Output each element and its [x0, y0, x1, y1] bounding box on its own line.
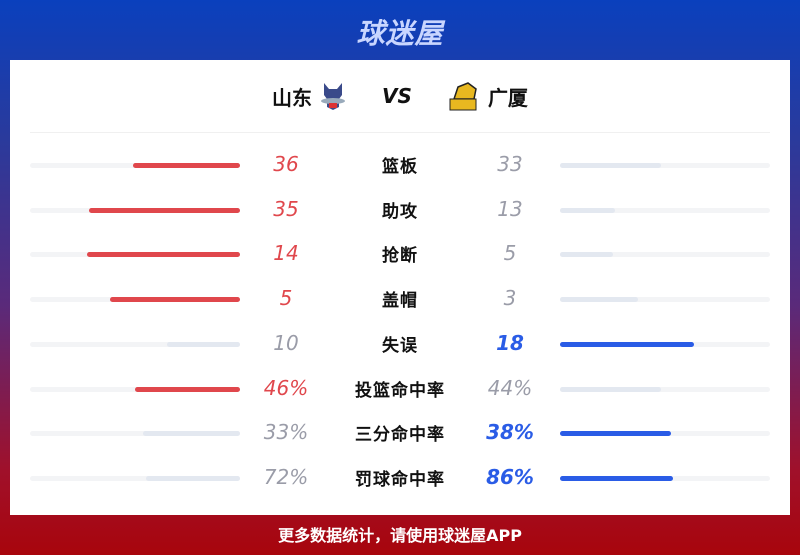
home-bar-track	[30, 163, 240, 168]
home-bar-track	[30, 386, 240, 392]
away-bar-track	[560, 207, 770, 213]
home-bar-track	[30, 475, 240, 481]
stat-row: 5 盖帽 3	[10, 278, 790, 322]
stat-label: 篮板	[382, 157, 418, 177]
home-team-name: 山东	[272, 85, 313, 110]
away-team-name: 广厦	[487, 85, 528, 110]
stat-row: 46% 投篮命中率 44%	[10, 368, 790, 412]
stat-label: 三分命中率	[355, 425, 445, 446]
stat-label: 失误	[382, 335, 418, 356]
home-bar-track	[30, 207, 240, 213]
away-value: 33	[497, 152, 523, 176]
app-logo: 球迷屋	[356, 17, 444, 50]
home-bar-fill	[166, 341, 240, 347]
stat-row: 33% 三分命中率 38%	[10, 412, 790, 456]
away-bar-fill	[560, 252, 613, 258]
away-value: 44%	[487, 375, 533, 400]
away-bar-fill	[560, 207, 615, 213]
home-value: 36	[273, 152, 299, 176]
away-value: 86%	[486, 464, 534, 489]
home-bar-fill	[135, 386, 240, 392]
home-bar-fill	[86, 252, 240, 258]
home-bar-track	[30, 431, 240, 437]
stat-row: 35 助攻 13	[10, 189, 790, 233]
away-bar-track	[560, 163, 770, 168]
away-bar-track	[560, 341, 770, 347]
home-bar-track	[30, 297, 240, 303]
home-bar-fill	[132, 163, 240, 168]
stat-label: 罚球命中率	[355, 469, 445, 490]
away-bar-fill	[560, 163, 661, 168]
home-bar-fill	[143, 431, 240, 437]
home-bar-track	[30, 252, 240, 258]
away-bar-track	[560, 297, 770, 303]
home-value: 5	[279, 286, 293, 311]
stats-card: 山东 VS 广厦 36 篮板 33 35 助攻 13 14 抢断 5 5 盖帽 …	[10, 60, 790, 515]
home-bar-track	[30, 341, 240, 347]
away-bar-fill	[560, 297, 638, 303]
home-value: 14	[273, 241, 299, 266]
home-value: 35	[273, 196, 299, 221]
away-value: 3	[503, 286, 517, 311]
home-bar-fill	[88, 207, 240, 213]
stat-label: 抢断	[382, 246, 418, 267]
stat-row: 14 抢断 5	[10, 233, 790, 277]
matchup-header: 山东 VS 广厦	[10, 60, 790, 132]
away-value: 5	[503, 241, 517, 266]
stat-row: 10 失误 18	[10, 323, 790, 367]
away-value: 18	[496, 330, 524, 355]
home-bar-fill	[109, 297, 240, 303]
footer-promo: 更多数据统计，请使用球迷屋APP	[278, 526, 522, 545]
away-bar-track	[560, 431, 770, 437]
away-bar-fill	[560, 386, 661, 392]
vs-label: VS	[382, 84, 412, 108]
stat-label: 助攻	[382, 201, 418, 222]
away-bar-track	[560, 252, 770, 258]
divider	[30, 132, 770, 133]
away-bar-fill	[560, 341, 695, 347]
away-team-logo-icon	[449, 82, 477, 111]
away-value: 13	[497, 196, 523, 221]
home-team-logo-icon	[321, 83, 346, 110]
away-value: 38%	[486, 420, 534, 445]
stat-row: 36 篮板 33	[10, 144, 790, 188]
home-value: 72%	[263, 464, 309, 489]
away-bar-fill	[560, 431, 672, 437]
home-value: 10	[273, 330, 299, 355]
away-bar-track	[560, 475, 770, 481]
home-value: 33%	[263, 420, 309, 445]
stat-row: 72% 罚球命中率 86%	[10, 457, 790, 501]
away-bar-fill	[560, 475, 674, 481]
home-bar-fill	[145, 475, 240, 481]
stat-label: 投篮命中率	[355, 380, 445, 401]
away-bar-track	[560, 386, 770, 392]
home-value: 46%	[263, 375, 309, 400]
stat-label: 盖帽	[382, 291, 418, 312]
